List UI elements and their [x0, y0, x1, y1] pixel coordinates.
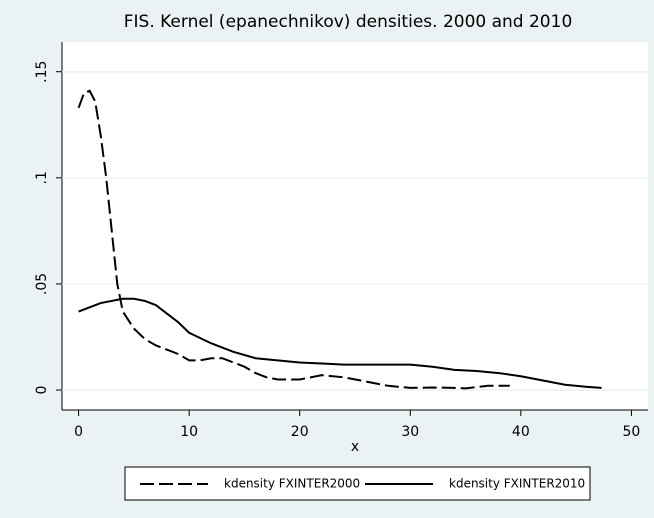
line-series	[77, 89, 510, 390]
legend-label: kdensity FXINTER2000	[224, 477, 360, 491]
x-tick-label: 10	[180, 424, 198, 440]
x-axis-title: x	[351, 439, 359, 455]
y-tick-label: .1	[34, 171, 50, 184]
y-tick-label: .15	[34, 61, 50, 83]
line-series	[78, 297, 602, 389]
chart-title: FIS. Kernel (epanechnikov) densities. 20…	[124, 12, 573, 32]
x-tick-label: 40	[512, 424, 530, 440]
x-tick-label: 30	[401, 424, 419, 440]
y-tick-label: .05	[34, 273, 50, 295]
legend-label: kdensity FXINTER2010	[449, 477, 585, 491]
x-tick-label: 20	[291, 424, 309, 440]
plot-area	[62, 42, 648, 410]
x-tick-label: 50	[623, 424, 641, 440]
y-tick-label: 0	[34, 386, 50, 395]
x-tick-label: 0	[74, 424, 83, 440]
